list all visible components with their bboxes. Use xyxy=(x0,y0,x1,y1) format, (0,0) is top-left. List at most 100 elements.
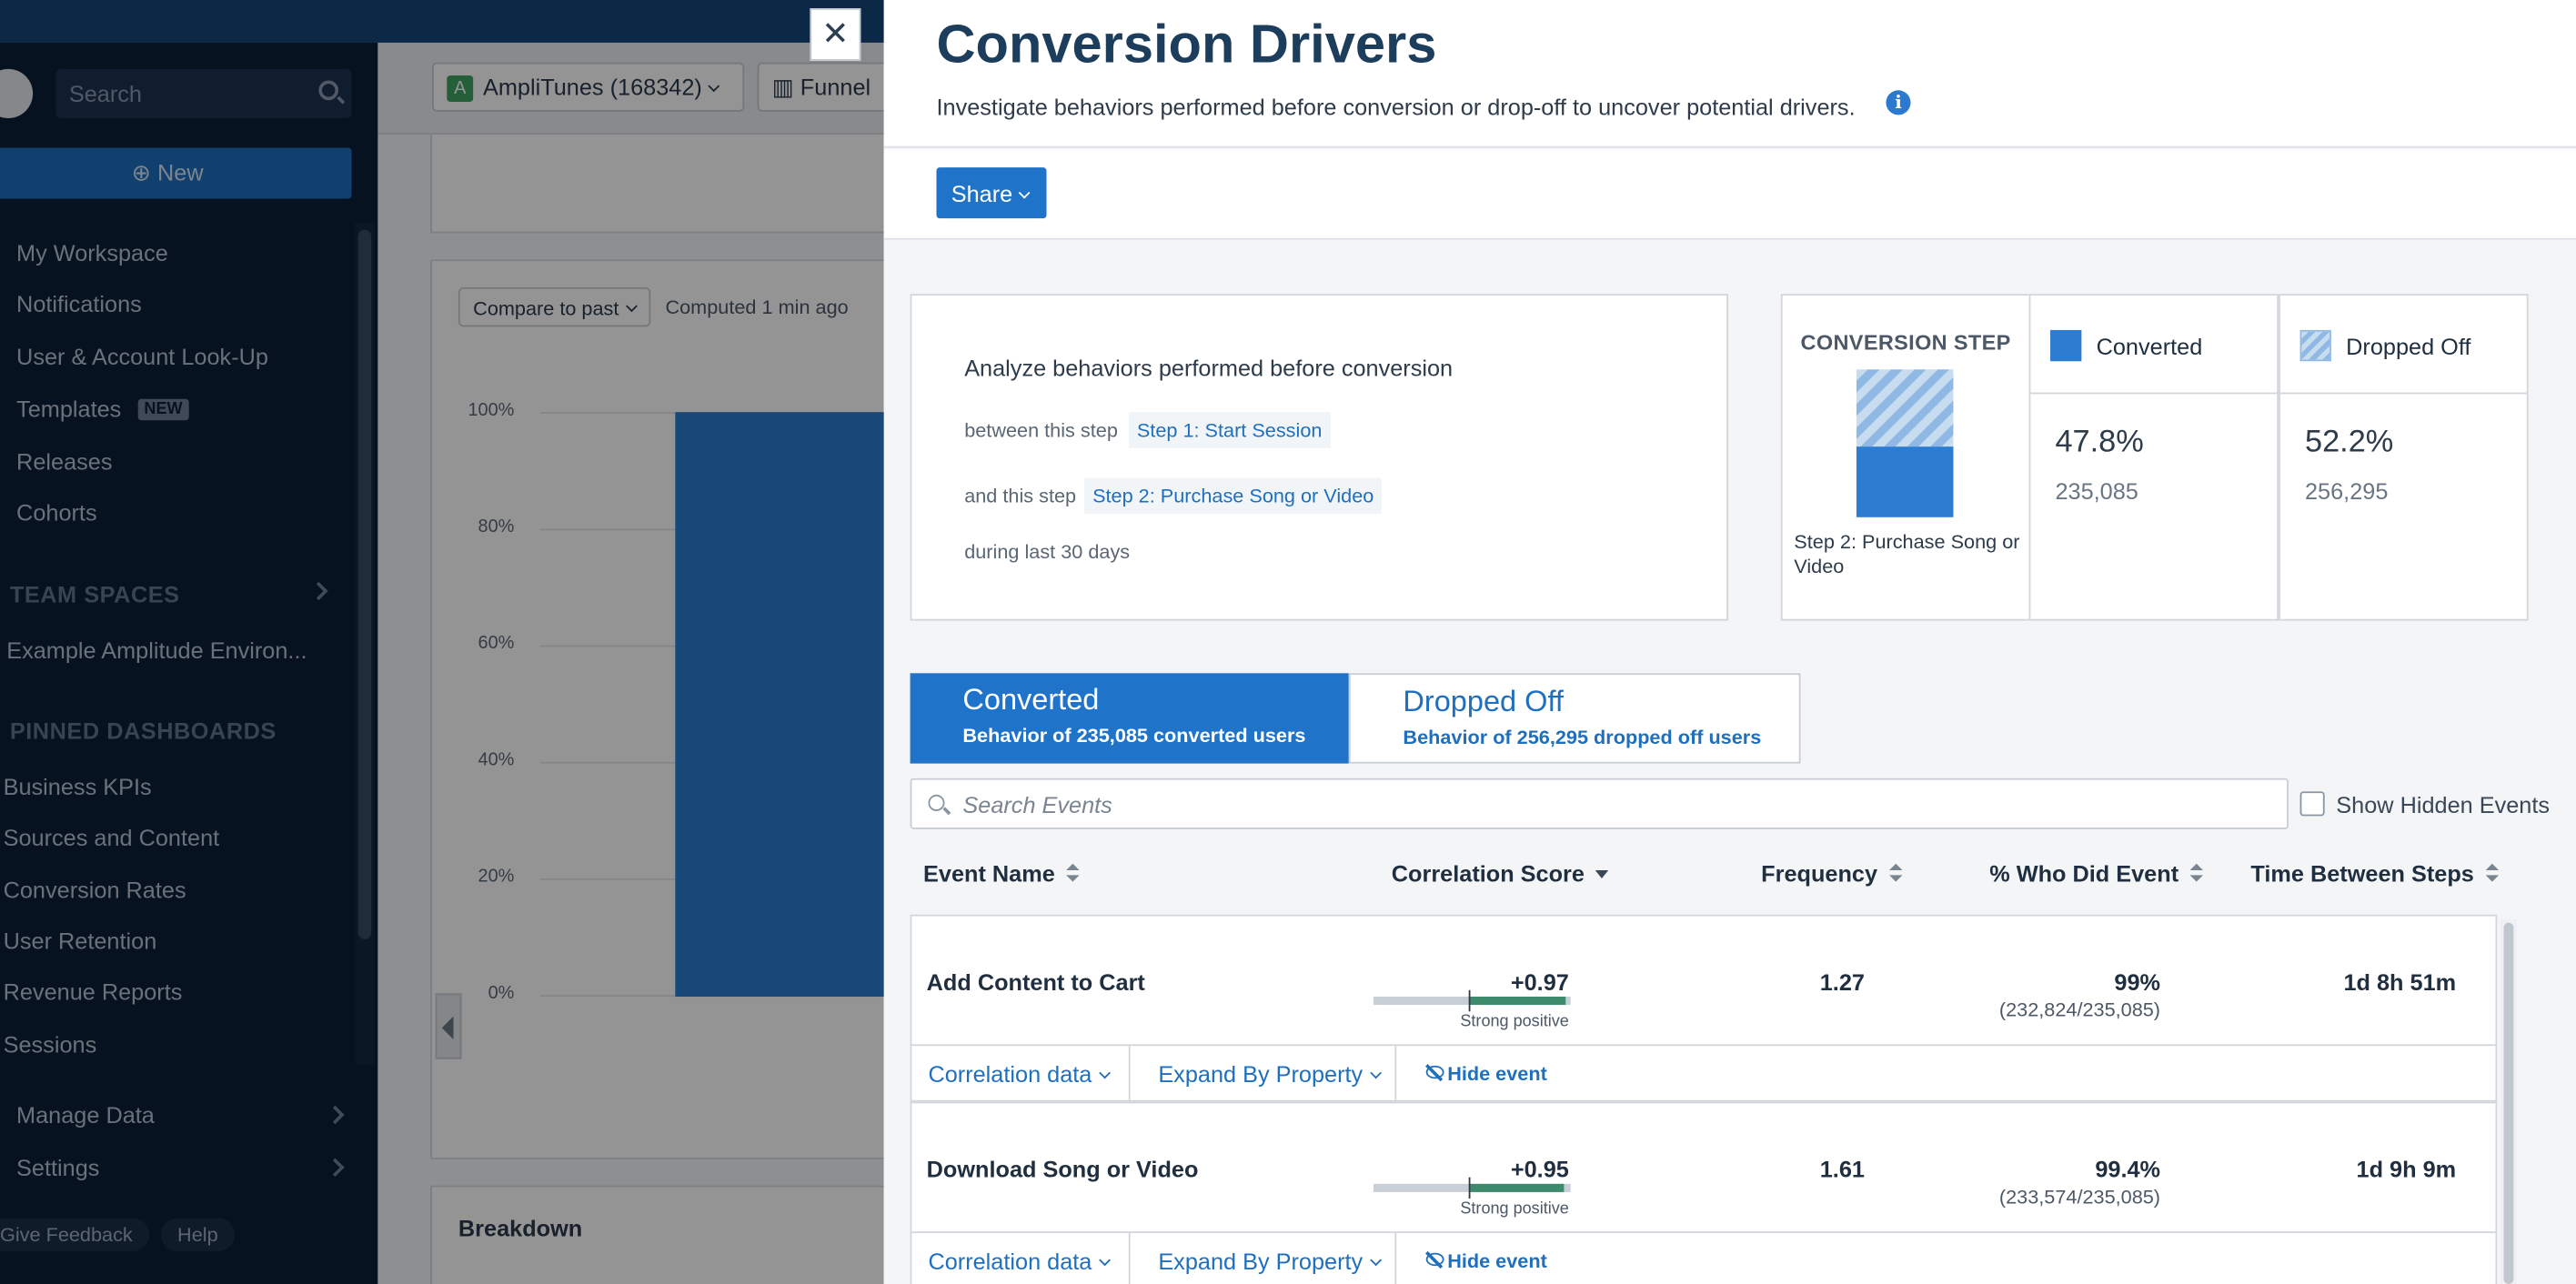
eye-off-icon xyxy=(1425,1252,1444,1267)
y-tick: 100% xyxy=(468,400,515,421)
who-did-pct: 99% xyxy=(2114,968,2161,996)
pinned-item[interactable]: Sources and Content xyxy=(3,824,220,851)
column-header-correlation[interactable]: Correlation Score xyxy=(1391,860,1610,888)
scrollbar-thumb[interactable] xyxy=(2503,922,2514,1284)
tab-dropped-subtitle: Behavior of 256,295 dropped off users xyxy=(1403,726,1762,749)
search-events-input[interactable]: Search Events xyxy=(910,777,2289,829)
y-tick: 80% xyxy=(478,517,515,537)
dropped-pct: 52.2% xyxy=(2304,425,2394,460)
show-hidden-checkbox[interactable] xyxy=(2299,791,2325,817)
correlation-label: Strong positive xyxy=(1460,1199,1569,1219)
converted-header: Converted xyxy=(2030,296,2278,395)
computed-status: Computed 1 min ago xyxy=(665,296,849,319)
correlation-fill xyxy=(1470,997,1566,1006)
help-button[interactable]: Help xyxy=(160,1218,235,1251)
modal-toolbar: Share xyxy=(883,149,2576,240)
modal-subtitle: Investigate behaviors performed before c… xyxy=(936,93,1856,120)
pinned-item[interactable]: Revenue Reports xyxy=(3,978,183,1006)
sidebar-search-placeholder: Search xyxy=(68,80,142,107)
dropped-legend-swatch xyxy=(2299,329,2331,362)
new-button[interactable]: ⊕ New xyxy=(0,147,352,199)
sort-icon xyxy=(1066,863,1080,884)
action-label: Hide event xyxy=(1447,1062,1547,1086)
table-row: Add Content to Cart +0.97 Strong positiv… xyxy=(910,914,2498,1102)
sort-desc-icon xyxy=(1595,869,1610,879)
sidebar-item-workspace[interactable]: My Workspace xyxy=(16,239,168,266)
hide-event-button[interactable]: Hide event xyxy=(1398,1233,1547,1284)
pinned-item[interactable]: Business KPIs xyxy=(3,773,152,800)
share-button[interactable]: Share xyxy=(936,167,1047,219)
correlation-zero-marker xyxy=(1468,1177,1471,1199)
action-label: Hide event xyxy=(1447,1249,1547,1273)
give-feedback-button[interactable]: Give Feedback xyxy=(0,1218,149,1251)
sidebar-item-notifications[interactable]: Notifications xyxy=(16,290,142,317)
info-icon[interactable]: i xyxy=(1886,90,1911,115)
sidebar-item-settings[interactable]: Settings xyxy=(16,1154,100,1181)
project-selector[interactable]: A AmpliTunes (168342) xyxy=(432,62,745,112)
conversion-step-label: Step 2: Purchase Song or Video xyxy=(1794,530,2020,578)
table-scrollbar[interactable] xyxy=(2500,919,2517,1284)
conversion-drivers-modal: Conversion Drivers Investigate behaviors… xyxy=(883,0,2576,1284)
sidebar-item-cohorts[interactable]: Cohorts xyxy=(16,498,97,526)
sidebar-item-templates[interactable]: Templates NEW xyxy=(16,396,189,422)
dropped-summary: Dropped Off 52.2% 256,295 xyxy=(2279,294,2529,621)
close-modal-button[interactable]: ✕ xyxy=(810,8,861,61)
pinned-item[interactable]: Sessions xyxy=(3,1030,97,1058)
dropped-legend-label: Dropped Off xyxy=(2346,333,2471,360)
who-did-count: (233,574/235,085) xyxy=(1998,1185,2161,1209)
expand-by-property-dropdown[interactable]: Expand By Property xyxy=(1131,1233,1397,1284)
start-step-chip[interactable]: Step 1: Start Session xyxy=(1128,412,1331,448)
card-top xyxy=(430,135,937,234)
tab-dropped-off[interactable]: Dropped Off Behavior of 256,295 dropped … xyxy=(1348,673,1801,764)
pinned-item[interactable]: Conversion Rates xyxy=(3,877,186,904)
tab-converted-subtitle: Behavior of 235,085 converted users xyxy=(962,724,1306,747)
team-spaces-header[interactable]: TEAM SPACES xyxy=(9,581,180,608)
sidebar-item-releases[interactable]: Releases xyxy=(16,447,113,475)
row-main[interactable]: Download Song or Video +0.95 Strong posi… xyxy=(911,1103,2495,1231)
new-button-label: New xyxy=(157,159,204,186)
sidebar-item-label: Templates xyxy=(16,396,122,423)
column-label: Event Name xyxy=(923,860,1055,888)
sidebar-item-team-space[interactable]: Example Amplitude Environ... xyxy=(6,637,307,664)
show-hidden-label[interactable]: Show Hidden Events xyxy=(2336,791,2551,818)
sidebar-search-input[interactable]: Search xyxy=(55,68,352,119)
period-label: during last 30 days xyxy=(964,540,1131,564)
y-tick: 0% xyxy=(488,983,515,1004)
main-header: A AmpliTunes (168342) ▥ Funnel xyxy=(377,42,937,135)
sidebar-scrollbar[interactable] xyxy=(355,223,375,1065)
tab-converted[interactable]: Converted Behavior of 235,085 converted … xyxy=(910,673,1349,764)
column-header-time-between[interactable]: Time Between Steps xyxy=(2250,860,2499,887)
column-header-who-did[interactable]: % Who Did Event xyxy=(1989,860,2204,887)
converted-segment xyxy=(1856,446,1954,517)
y-tick: 20% xyxy=(478,867,515,888)
action-label: Correlation data xyxy=(928,1060,1092,1088)
search-icon xyxy=(318,80,339,101)
who-did-pct: 99.4% xyxy=(2095,1156,2161,1183)
column-header-frequency[interactable]: Frequency xyxy=(1761,860,1903,888)
modal-backdrop[interactable] xyxy=(0,0,884,1284)
correlation-data-dropdown[interactable]: Correlation data xyxy=(911,1233,1131,1284)
sidebar-item-manage-data[interactable]: Manage Data xyxy=(16,1101,155,1129)
chevron-down-icon xyxy=(1019,186,1031,199)
compare-to-past-button[interactable]: Compare to past xyxy=(458,286,650,327)
row-main[interactable]: Add Content to Cart +0.97 Strong positiv… xyxy=(911,917,2495,1045)
correlation-data-dropdown[interactable]: Correlation data xyxy=(911,1046,1131,1100)
event-name: Download Song or Video xyxy=(926,1156,1199,1183)
sort-icon xyxy=(2485,863,2499,884)
pinned-item[interactable]: User Retention xyxy=(3,928,157,955)
expand-by-property-dropdown[interactable]: Expand By Property xyxy=(1131,1046,1397,1100)
column-label: Correlation Score xyxy=(1391,860,1585,888)
column-header-event-name[interactable]: Event Name xyxy=(923,860,1080,887)
dropped-count: 256,295 xyxy=(2304,477,2389,505)
tab-dropped-title: Dropped Off xyxy=(1403,684,1564,718)
column-label: Frequency xyxy=(1761,860,1878,888)
modal-title: Conversion Drivers xyxy=(936,13,1437,75)
scroll-left-button[interactable] xyxy=(435,993,462,1059)
chevron-down-icon xyxy=(1098,1254,1111,1267)
and-label: and this step xyxy=(964,484,1077,507)
scrollbar-thumb[interactable] xyxy=(357,229,372,939)
hide-event-button[interactable]: Hide event xyxy=(1398,1046,1547,1100)
sort-icon xyxy=(1888,863,1903,884)
end-step-chip[interactable]: Step 2: Purchase Song or Video xyxy=(1084,477,1383,515)
sidebar-item-user-lookup[interactable]: User & Account Look-Up xyxy=(16,343,268,370)
